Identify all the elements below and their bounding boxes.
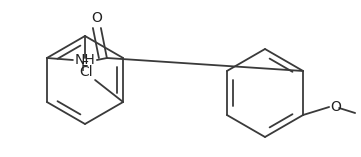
Text: NH: NH	[75, 53, 96, 67]
Text: O: O	[330, 100, 341, 114]
Text: O: O	[91, 11, 102, 25]
Text: Cl: Cl	[79, 65, 93, 79]
Text: F: F	[81, 60, 89, 74]
